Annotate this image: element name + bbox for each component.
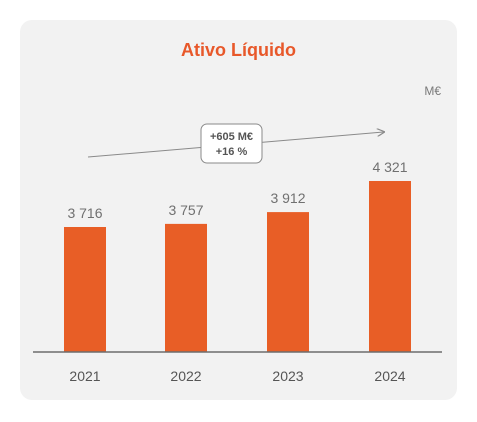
x-tick-label-2022: 2022 [170, 368, 201, 384]
callout-line-1: +605 M€ [210, 131, 253, 143]
x-tick-label-2021: 2021 [69, 368, 100, 384]
callout-box [200, 123, 263, 164]
value-label-2021: 3 716 [67, 205, 102, 221]
bar-2024 [369, 181, 411, 352]
bar-2022 [165, 223, 207, 352]
chart-title: Ativo Líquido [181, 40, 296, 60]
x-tick-label-2024: 2024 [374, 368, 405, 384]
bar-2021 [64, 227, 106, 352]
bar-2023 [267, 212, 309, 352]
unit-label: M€ [424, 84, 441, 98]
value-label-2024: 4 321 [372, 159, 407, 175]
callout-line-2: +16 % [216, 146, 248, 158]
value-label-2022: 3 757 [168, 202, 203, 218]
value-label-2023: 3 912 [270, 190, 305, 206]
x-tick-label-2023: 2023 [272, 368, 303, 384]
